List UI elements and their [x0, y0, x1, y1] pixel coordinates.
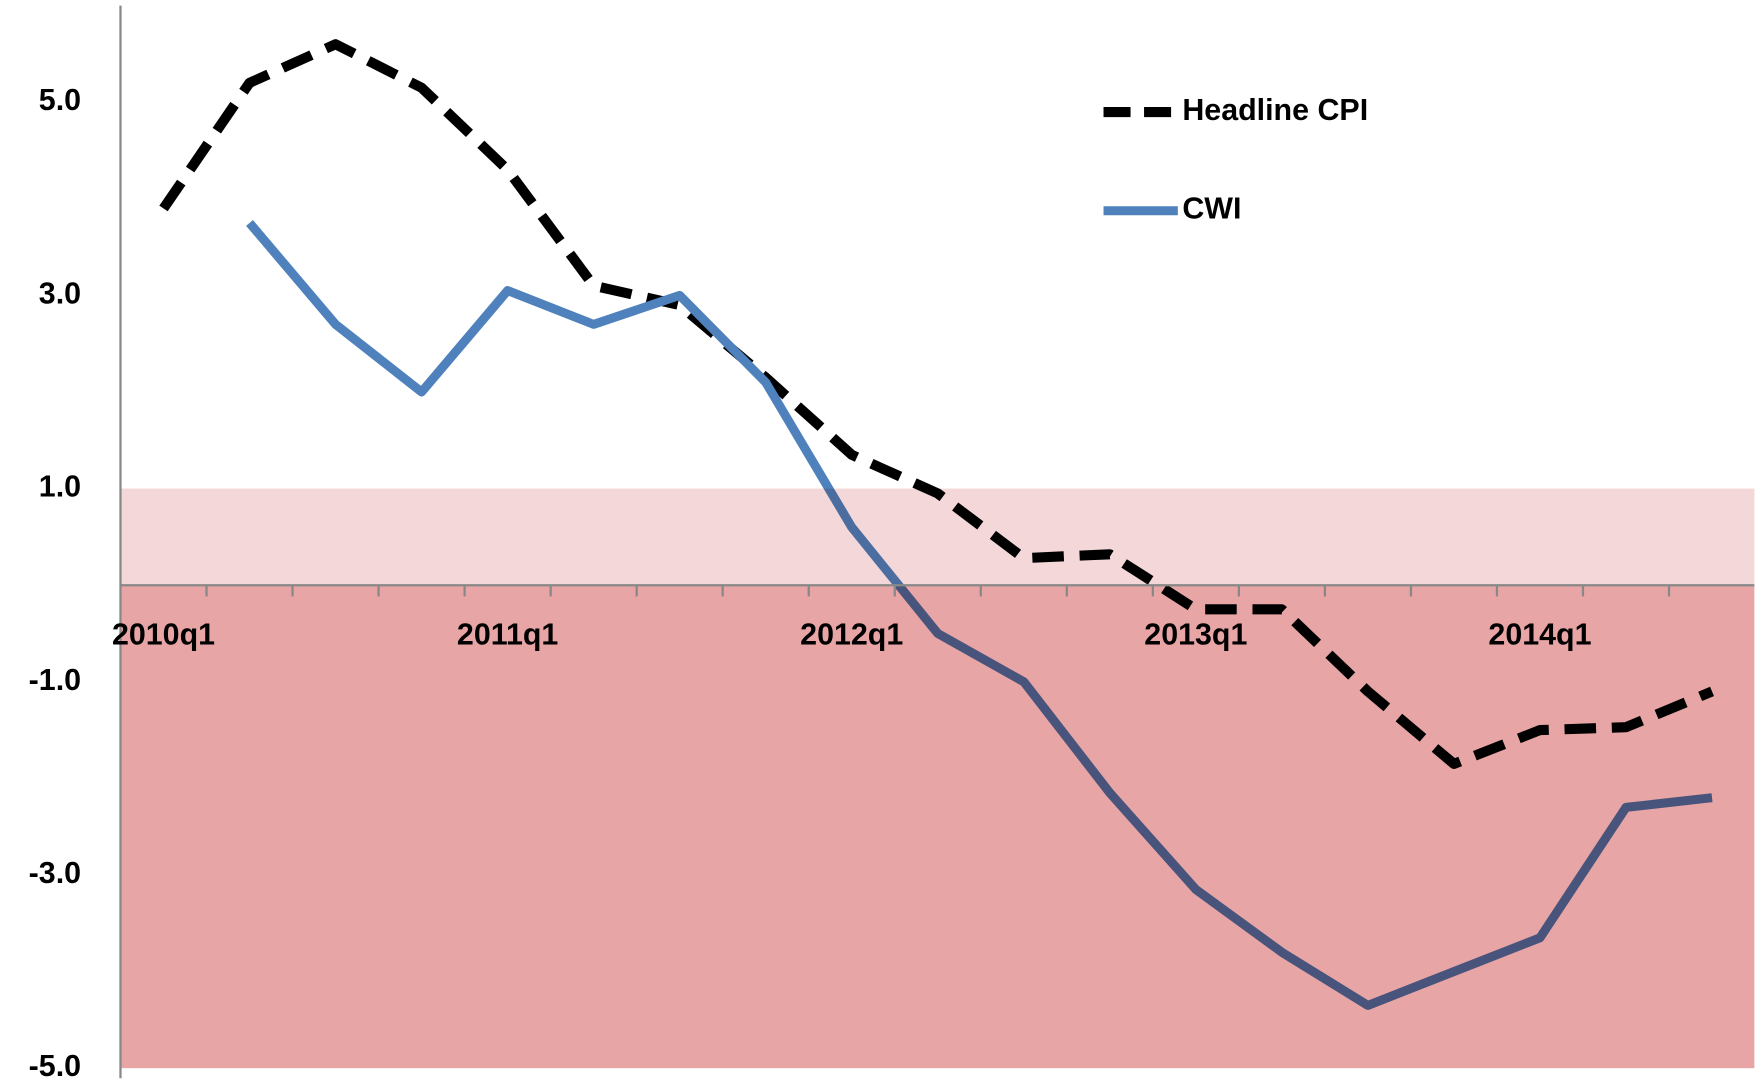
x-tick-label: 2012q1: [800, 619, 903, 652]
y-tick-label: 5.0: [39, 84, 81, 117]
y-tick-label: 1.0: [39, 471, 81, 504]
x-tick-label: 2010q1: [112, 619, 215, 652]
x-tick-label: 2011q1: [457, 619, 559, 652]
y-tick-label: -1.0: [29, 664, 81, 697]
legend-label: CWI: [1182, 193, 1241, 226]
y-tick-label: -5.0: [29, 1050, 81, 1083]
shaded-range: [120, 488, 1755, 586]
x-tick-label: 2013q1: [1144, 619, 1247, 652]
y-tick-label: -3.0: [29, 857, 81, 890]
y-tick-label: 3.0: [39, 277, 81, 310]
x-tick-label: 2014q1: [1488, 619, 1591, 652]
shaded-range: [120, 585, 1755, 1069]
legend-label: Headline CPI: [1182, 94, 1368, 127]
